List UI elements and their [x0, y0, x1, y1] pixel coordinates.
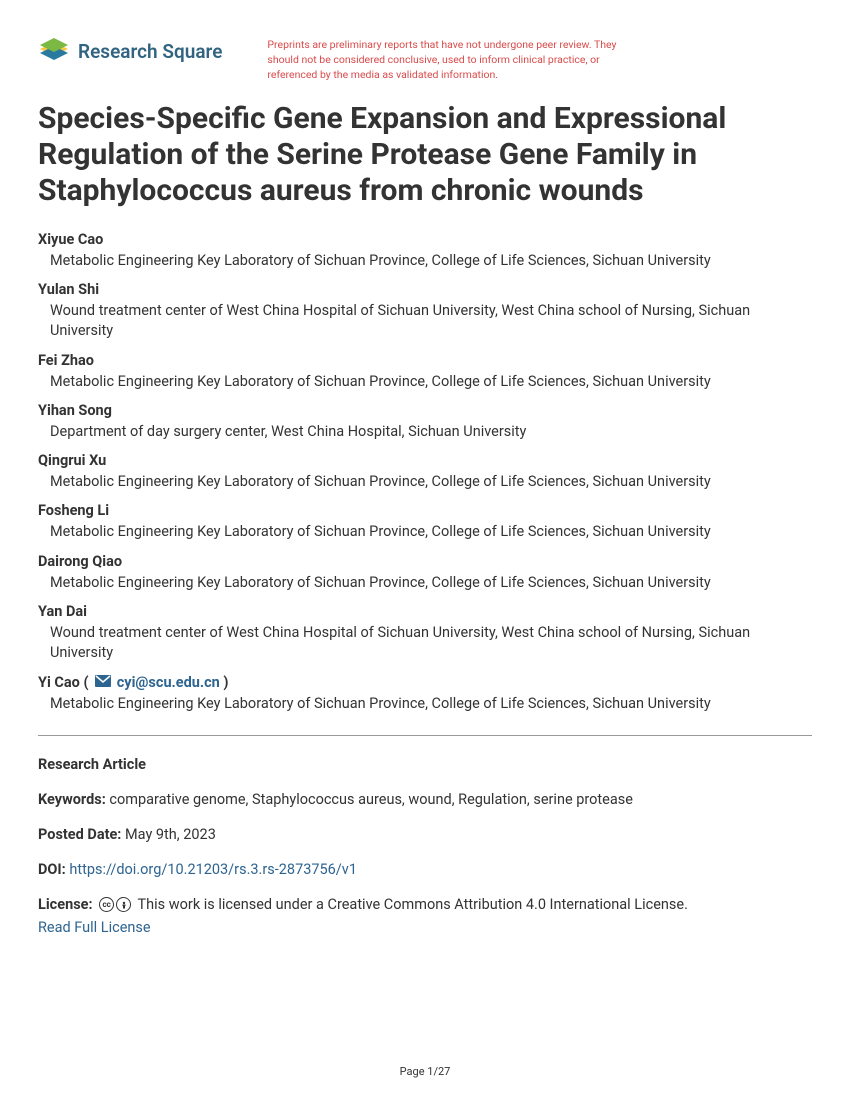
author-block: Yi Cao ( cyi@scu.edu.cn ) Metabolic Engin… — [38, 674, 812, 715]
author-affiliation: Metabolic Engineering Key Laboratory of … — [38, 372, 812, 392]
keywords-value: comparative genome, Staphylococcus aureu… — [109, 791, 633, 808]
keywords-row: Keywords: comparative genome, Staphyloco… — [38, 791, 812, 808]
license-link[interactable]: Read Full License — [38, 919, 151, 936]
by-icon — [116, 897, 131, 912]
cc-icons: cc — [99, 897, 131, 912]
article-title: Species-Specific Gene Expansion and Expr… — [38, 101, 812, 209]
posted-date-row: Posted Date: May 9th, 2023 — [38, 826, 812, 843]
cc-icon: cc — [99, 897, 114, 912]
author-block: Yulan Shi Wound treatment center of West … — [38, 281, 812, 342]
author-affiliation: Department of day surgery center, West C… — [38, 422, 812, 442]
author-name: Yan Dai — [38, 603, 812, 620]
author-name: Qingrui Xu — [38, 452, 812, 469]
author-name: Fei Zhao — [38, 352, 812, 369]
author-affiliation: Metabolic Engineering Key Laboratory of … — [38, 573, 812, 593]
page-number: Page 1/27 — [400, 1065, 451, 1078]
header: Research Square Preprints are preliminar… — [38, 35, 812, 83]
license-text: This work is licensed under a Creative C… — [138, 896, 688, 913]
author-block: Dairong Qiao Metabolic Engineering Key La… — [38, 553, 812, 593]
doi-row: DOI: https://doi.org/10.21203/rs.3.rs-28… — [38, 861, 812, 878]
author-name: Yihan Song — [38, 402, 812, 419]
author-block: Fosheng Li Metabolic Engineering Key Labo… — [38, 502, 812, 542]
author-name: Xiyue Cao — [38, 231, 812, 248]
license-row: License: cc This work is licensed under … — [38, 896, 812, 913]
author-affiliation: Metabolic Engineering Key Laboratory of … — [38, 472, 812, 492]
author-affiliation: Metabolic Engineering Key Laboratory of … — [38, 694, 812, 714]
author-affiliation: Wound treatment center of West China Hos… — [38, 301, 812, 342]
author-affiliation: Wound treatment center of West China Hos… — [38, 623, 812, 664]
author-block: Fei Zhao Metabolic Engineering Key Labora… — [38, 352, 812, 392]
doi-link[interactable]: https://doi.org/10.21203/rs.3.rs-2873756… — [69, 861, 357, 878]
email-icon — [95, 674, 111, 691]
license-label: License: — [38, 896, 93, 913]
authors-list: Xiyue Cao Metabolic Engineering Key Labor… — [38, 231, 812, 715]
author-block: Xiyue Cao Metabolic Engineering Key Labor… — [38, 231, 812, 271]
disclaimer-text: Preprints are preliminary reports that h… — [267, 35, 637, 83]
keywords-label: Keywords: — [38, 791, 106, 808]
author-name: Yulan Shi — [38, 281, 812, 298]
logo-text: Research Square — [78, 40, 222, 63]
author-name: Dairong Qiao — [38, 553, 812, 570]
divider — [38, 735, 812, 736]
author-name: Fosheng Li — [38, 502, 812, 519]
doi-label: DOI: — [38, 861, 66, 878]
article-type: Research Article — [38, 756, 812, 773]
posted-date-label: Posted Date: — [38, 826, 121, 843]
logo: Research Square — [38, 35, 222, 67]
author-email-link[interactable]: cyi@scu.edu.cn — [113, 674, 220, 691]
author-affiliation: Metabolic Engineering Key Laboratory of … — [38, 251, 812, 271]
posted-date-value: May 9th, 2023 — [125, 826, 216, 843]
author-affiliation: Metabolic Engineering Key Laboratory of … — [38, 522, 812, 542]
author-block: Qingrui Xu Metabolic Engineering Key Labo… — [38, 452, 812, 492]
author-block: Yihan Song Department of day surgery cent… — [38, 402, 812, 442]
author-block: Yan Dai Wound treatment center of West Ch… — [38, 603, 812, 664]
author-name: Yi Cao ( cyi@scu.edu.cn ) — [38, 674, 812, 692]
research-square-icon — [38, 35, 70, 67]
